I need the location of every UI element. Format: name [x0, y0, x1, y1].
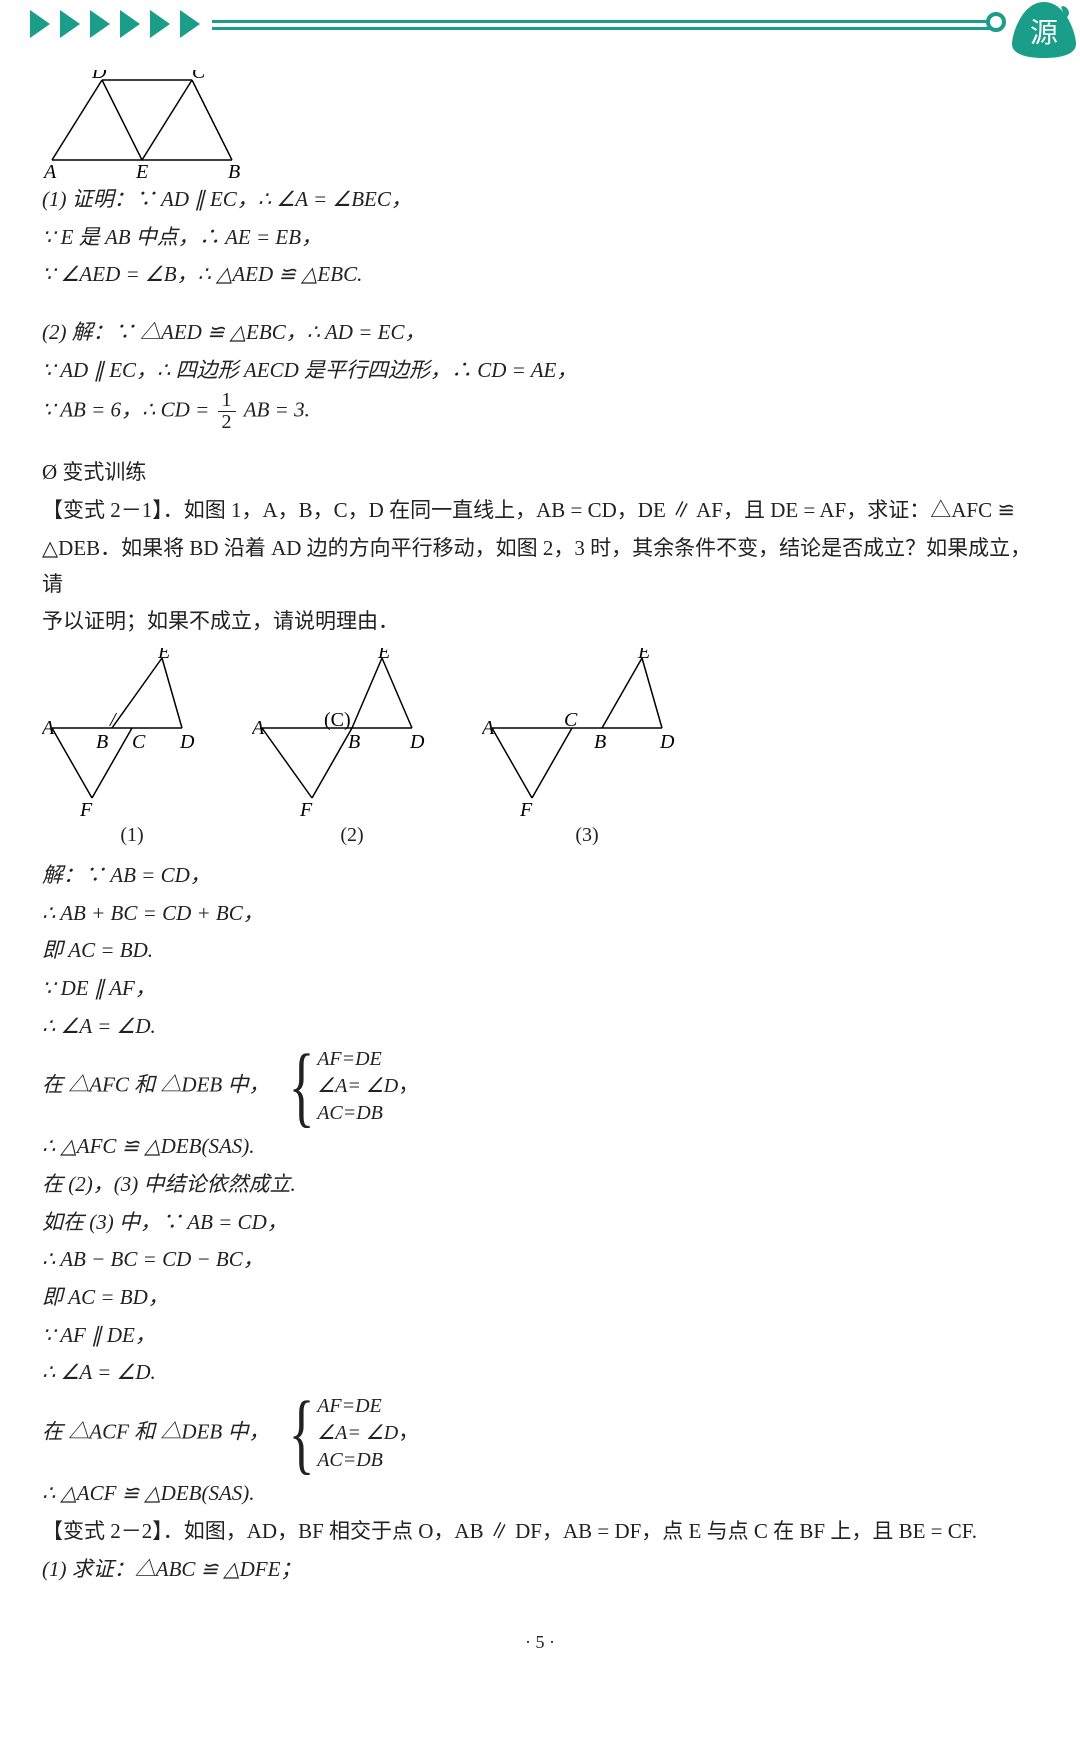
proof2-l1: (2) 解：∵ △AED ≌ △EBC，∴ AD = EC，: [42, 315, 1038, 351]
proof1-l2: ∵ E 是 AB 中点，∴ AE = EB，: [42, 220, 1038, 256]
chevron-icon: [60, 10, 80, 38]
sol-l5: ∴ ∠A = ∠D.: [42, 1009, 1038, 1045]
pt: B: [348, 731, 360, 753]
variant21-b3: 予以证明；如果不成立，请说明理由．: [0, 604, 1038, 640]
figure-3: A C B D E F (3): [482, 648, 692, 852]
pt: (C): [324, 709, 351, 731]
pt-A: A: [42, 161, 57, 180]
brace2-line1: AF=DE: [317, 1393, 398, 1420]
sol-l10: ∴ AB − BC = CD − BC，: [42, 1242, 1038, 1278]
sol-l15: ∴ △ACF ≌ △DEB(SAS).: [42, 1476, 1038, 1512]
pt: C: [132, 731, 146, 753]
sol-l12: ∵ AF ∥ DE，: [42, 1318, 1038, 1354]
figure-row: A B C D E F / (1): [42, 648, 1038, 852]
header-dot-icon: [986, 12, 1006, 32]
fig2-label: (2): [252, 818, 452, 852]
variant22-q1: (1) 求证：△ABC ≌ △DFE；: [42, 1552, 1038, 1588]
brace2-line2: ∠A= ∠D: [317, 1420, 398, 1447]
chevron-row: [30, 10, 210, 38]
chevron-icon: [90, 10, 110, 38]
sol-l6: 在 △AFC 和 △DEB 中， { AF=DE ∠A= ∠D AC=DB ，: [42, 1046, 1038, 1127]
chevron-icon: [120, 10, 140, 38]
page-header: 源: [0, 0, 1080, 60]
pt: B: [96, 731, 108, 753]
figure-2: A (C) B D E F (2): [252, 648, 452, 852]
pt: F: [299, 799, 313, 818]
sol-l13: ∴ ∠A = ∠D.: [42, 1355, 1038, 1391]
sol-l11: 即 AC = BD，: [42, 1280, 1038, 1316]
sol-l14: 在 △ACF 和 △DEB 中， { AF=DE ∠A= ∠D AC=DB ，: [42, 1393, 1038, 1474]
page-content: A E B D C (1) 证明：∵ AD ∥ EC，∴ ∠A = ∠BEC， …: [0, 60, 1080, 1688]
pt: D: [409, 731, 425, 753]
page-number: · 5 ·: [42, 1627, 1038, 1658]
pt: D: [179, 731, 195, 753]
sol-l1: 解：∵ AB = CD，: [42, 858, 1038, 894]
variant21: 【变式 2－1】．如图 1，A，B，C，D 在同一直线上，AB = CD，DE …: [42, 493, 1038, 529]
variant-heading: Ø 变式训练: [42, 455, 1038, 491]
chevron-icon: [30, 10, 50, 38]
sol-l4: ∵ DE ∥ AF，: [42, 971, 1038, 1007]
brace1-line1: AF=DE: [317, 1046, 398, 1073]
pt: A: [482, 717, 495, 739]
pt-C: C: [192, 70, 206, 83]
logo-char: 源: [1030, 18, 1058, 49]
brace2-line3: AC=DB: [317, 1447, 398, 1474]
brand-logo: 源: [1008, 0, 1080, 60]
pt: C: [564, 709, 578, 731]
chevron-icon: [180, 10, 200, 38]
pt: F: [79, 799, 93, 818]
sol-l9: 如在 (3) 中，∵ AB = CD，: [42, 1205, 1038, 1241]
pt: E: [637, 648, 650, 663]
variant21-b2: △DEB．如果将 BD 沿着 AD 边的方向平行移动，如图 2，3 时，其余条件…: [0, 531, 1038, 602]
fig1-label: (1): [42, 818, 222, 852]
pt: A: [252, 717, 265, 739]
pt-D: D: [91, 70, 107, 83]
pt: E: [377, 648, 390, 663]
figure-top: A E B D C: [42, 70, 1038, 180]
sol-l7: ∴ △AFC ≌ △DEB(SAS).: [42, 1129, 1038, 1165]
brace1-line2: ∠A= ∠D: [317, 1073, 398, 1100]
brace-system-2: { AF=DE ∠A= ∠D AC=DB: [280, 1393, 398, 1474]
pt-E: E: [135, 161, 148, 180]
brace-system-1: { AF=DE ∠A= ∠D AC=DB: [280, 1046, 398, 1127]
variant22: 【变式 2－2】．如图，AD，BF 相交于点 O，AB ∥ DF，AB = DF…: [42, 1514, 1038, 1550]
fraction-half: 1 2: [218, 390, 236, 433]
proof1-l1: (1) 证明：∵ AD ∥ EC，∴ ∠A = ∠BEC，: [42, 182, 1038, 218]
pt: B: [594, 731, 606, 753]
pt: A: [42, 717, 55, 739]
pt: D: [659, 731, 675, 753]
proof2-l2: ∵ AD ∥ EC，∴ 四边形 AECD 是平行四边形，∴ CD = AE，: [42, 353, 1038, 389]
brace1-line3: AC=DB: [317, 1100, 398, 1127]
sol-l3: 即 AC = BD.: [42, 933, 1038, 969]
figure-1: A B C D E F / (1): [42, 648, 222, 852]
sol-l2: ∴ AB + BC = CD + BC，: [42, 896, 1038, 932]
header-rules: [212, 20, 1002, 34]
pt: E: [157, 648, 170, 663]
proof2-l3: ∵ AB = 6，∴ CD = 1 2 AB = 3.: [42, 390, 1038, 433]
proof1-l3: ∵ ∠AED = ∠B，∴ △AED ≌ △EBC.: [42, 257, 1038, 293]
pt-B: B: [228, 161, 240, 180]
pt: F: [519, 799, 533, 818]
sol-l8: 在 (2)，(3) 中结论依然成立.: [42, 1167, 1038, 1203]
chevron-icon: [150, 10, 170, 38]
fig3-label: (3): [482, 818, 692, 852]
